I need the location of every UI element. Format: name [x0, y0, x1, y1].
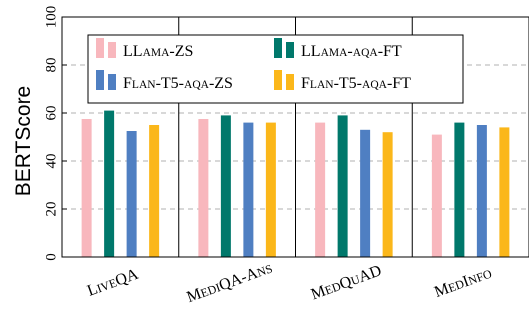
x-tick-label-medinfo: MEDINFO [432, 264, 494, 300]
bar-flan-t5-aqa-ft-medinfo [499, 127, 510, 258]
legend-swatch [108, 42, 116, 58]
bar-llama-aqa-ft-medquad [337, 115, 348, 258]
bar-flan-t5-aqa-zs-mediqa-ans [243, 122, 254, 257]
bar-llama-aqa-ft-liveqa [104, 110, 115, 257]
legend-swatch [108, 74, 116, 90]
bar-llama-zs-mediqa-ans [198, 119, 209, 257]
legend-label: FLAN-T5-AQA-FT [301, 75, 411, 92]
legend-label: FLAN-T5-AQA-ZS [123, 75, 233, 92]
legend-swatch [286, 74, 294, 90]
legend: LLAMA-ZS LLAMA-AQA-FT FLAN-T5-AQA-ZS FLAN-T… [87, 34, 464, 104]
legend-swatch [286, 42, 294, 58]
bar-flan-t5-aqa-ft-medquad [382, 132, 393, 257]
x-tick-label-medquad: MEDQUAD [309, 262, 384, 303]
x-tick-label-liveqa: LIVEQA [85, 266, 141, 300]
bar-llama-zs-medquad [315, 122, 326, 257]
bars [81, 110, 510, 258]
y-tick-label: 0 [43, 253, 59, 261]
legend-entry-llama-aqa-ft: LLAMA-AQA-FT [274, 38, 402, 60]
y-axis-label: BERTScore [12, 86, 35, 197]
y-tick-label: 20 [43, 202, 59, 217]
bar-llama-zs-liveqa [81, 119, 92, 257]
bar-flan-t5-aqa-zs-medquad [360, 129, 371, 257]
bar-flan-t5-aqa-ft-mediqa-ans [265, 122, 276, 257]
y-tick-label: 40 [43, 154, 59, 169]
bar-flan-t5-aqa-ft-liveqa [149, 125, 160, 257]
bar-flan-t5-aqa-zs-medinfo [476, 125, 487, 257]
y-axis-ticks: 0 20 40 60 80 100 [43, 6, 67, 261]
legend-swatch [96, 70, 104, 90]
bar-llama-aqa-ft-medinfo [454, 122, 465, 257]
legend-entry-llama-zs: LLAMA-ZS [96, 38, 193, 60]
legend-swatch [96, 38, 104, 58]
legend-label: LLAMA-ZS [123, 43, 193, 60]
legend-entry-flan-t5-aqa-ft: FLAN-T5-AQA-FT [274, 70, 411, 92]
x-tick-label-mediqa-ans: MEDIQA-ANS [185, 259, 275, 306]
bar-flan-t5-aqa-zs-liveqa [126, 131, 137, 257]
legend-swatch [274, 38, 282, 58]
bar-llama-aqa-ft-mediqa-ans [220, 115, 231, 258]
legend-entry-flan-t5-aqa-zs: FLAN-T5-AQA-ZS [96, 70, 233, 92]
legend-label: LLAMA-AQA-FT [301, 43, 402, 60]
y-tick-label: 80 [43, 58, 59, 73]
y-tick-label: 60 [43, 106, 59, 121]
y-tick-label: 100 [43, 6, 59, 29]
bar-llama-zs-medinfo [431, 134, 442, 257]
legend-swatch [274, 70, 282, 90]
